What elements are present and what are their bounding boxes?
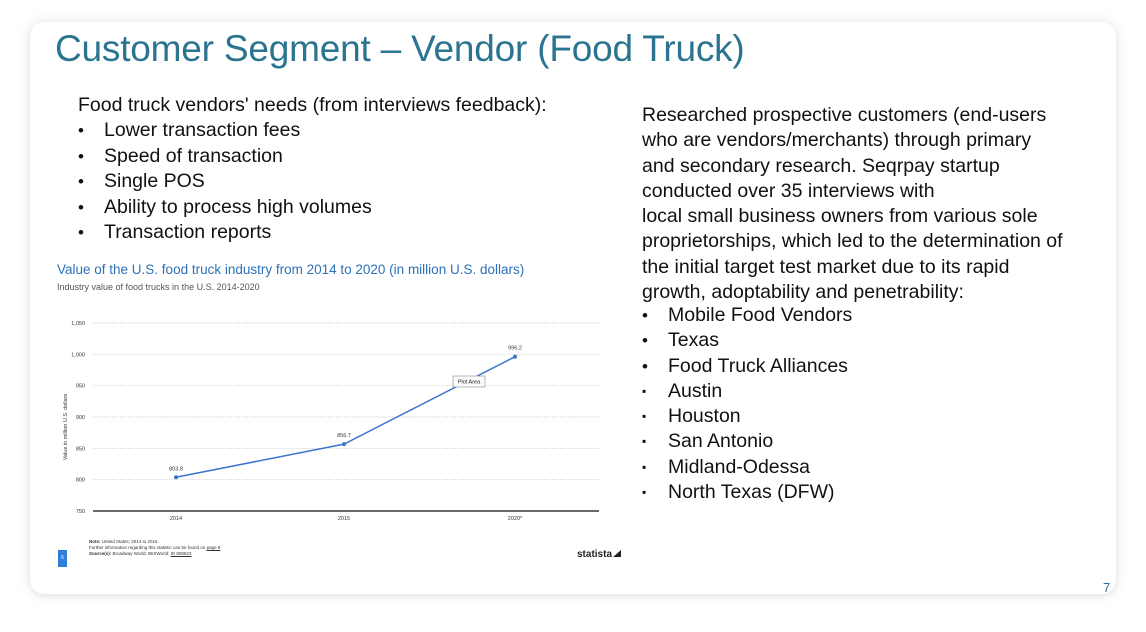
list-item-label: Lower transaction fees (104, 119, 301, 141)
y-tick-label: 900 (76, 415, 85, 421)
data-label: 996.2 (508, 346, 522, 352)
list-item: ▪ San Antonio (642, 429, 852, 454)
square-bullet-icon: ▪ (642, 409, 647, 424)
y-tick-label: 1,050 (71, 321, 85, 327)
list-item: • Texas (642, 328, 852, 353)
needs-intro: Food truck vendors' needs (from intervie… (78, 94, 547, 116)
y-tick-label: 950 (76, 384, 85, 390)
list-item-label: Houston (668, 405, 741, 428)
note-text: United States; 2014 to 2015 (101, 539, 158, 544)
list-item-label: North Texas (DFW) (668, 481, 835, 504)
statista-logo-text: statista (577, 549, 613, 560)
series-line (175, 356, 516, 479)
research-paragraph: Researched prospective customers (end-us… (642, 104, 1063, 304)
x-tick-label: 2014 (170, 516, 182, 522)
square-bullet-icon: ▪ (642, 485, 647, 500)
list-item-label: Food Truck Alliances (668, 354, 848, 377)
slide-title: Customer Segment – Vendor (Food Truck) (55, 28, 745, 69)
list-item: ▪ Houston (642, 404, 852, 429)
chart-title: Value of the U.S. food truck industry fr… (57, 262, 525, 277)
source-label: Source(s): (89, 551, 112, 556)
statista-logo-icon (613, 550, 622, 557)
x-tick-label: 2020* (508, 516, 523, 522)
list-item: • Single POS (78, 169, 372, 195)
y-tick-label: 850 (76, 446, 85, 452)
list-item-label: Mobile Food Vendors (668, 304, 853, 326)
y-tick-label: 750 (76, 509, 85, 515)
tooltip-text: Plot Area (458, 380, 481, 386)
list-item: • Speed of transaction (78, 144, 372, 170)
bullet-icon: • (78, 146, 84, 166)
source-id-link[interactable]: ID 808523 (170, 551, 192, 556)
list-item: ▪ Midland-Odessa (642, 455, 852, 480)
data-point (513, 354, 517, 359)
y-tick-label: 800 (76, 478, 85, 484)
list-item-label: Transaction reports (104, 221, 272, 243)
further-info-link[interactable]: page 8 (206, 545, 221, 550)
needs-list: • Lower transaction fees • Speed of transa… (78, 118, 372, 246)
list-item: ▪ North Texas (DFW) (642, 480, 852, 505)
square-bullet-icon: ▪ (642, 434, 647, 449)
bullet-icon: • (642, 356, 648, 376)
list-item: • Mobile Food Vendors (642, 303, 852, 328)
data-label: 803.8 (169, 466, 183, 472)
bullet-icon: • (78, 197, 84, 217)
list-item: ▪ Austin (642, 379, 852, 404)
data-point (174, 475, 178, 480)
list-item-label: San Antonio (668, 430, 774, 453)
bullet-icon: • (642, 306, 648, 325)
square-bullet-icon: ▪ (642, 383, 647, 398)
bullet-icon: • (78, 223, 84, 242)
list-item-label: Single POS (104, 170, 205, 192)
list-item: • Transaction reports (78, 220, 372, 246)
bullet-icon: • (642, 331, 648, 351)
data-point (342, 442, 346, 447)
line-chart: 750 800 850 900 950 1,000 1,050 Value in millio… (63, 321, 599, 522)
slide-number: 7 (1103, 580, 1111, 595)
further-info-text: Further information regarding this stati… (89, 545, 206, 550)
data-label: 856.7 (337, 433, 351, 439)
x-tick-label: 2015 (338, 516, 350, 522)
page-badge: 6 (58, 550, 67, 567)
statista-logo: statista (577, 549, 622, 560)
list-item-label: Ability to process high volumes (104, 195, 372, 218)
y-tick-label: 1,000 (71, 352, 85, 358)
source-text: Broadway World; IBISWorld; (112, 551, 170, 556)
research-list: • Mobile Food Vendors • Texas • Food Truck … (642, 303, 852, 505)
tooltip-box (452, 375, 486, 388)
chart-subtitle: Industry value of food trucks in the U.S… (57, 282, 260, 292)
chart-notes: Note: United States; 2014 to 2015 Furthe… (89, 539, 220, 557)
list-item-label: Texas (668, 329, 719, 352)
list-item: • Ability to process high volumes (78, 195, 372, 221)
list-item: • Food Truck Alliances (642, 354, 852, 379)
bullet-icon: • (78, 172, 84, 191)
list-item: • Lower transaction fees (78, 118, 372, 144)
slide: Customer Segment – Vendor (Food Truck) F… (30, 22, 1116, 595)
note-label: Note: (89, 539, 101, 544)
list-item-label: Speed of transaction (104, 144, 283, 167)
y-axis-label: Value in million U.S. dollars (63, 393, 69, 460)
list-item-label: Midland-Odessa (668, 455, 810, 478)
bullet-icon: • (78, 121, 84, 140)
list-item-label: Austin (668, 379, 723, 402)
square-bullet-icon: ▪ (642, 459, 647, 474)
